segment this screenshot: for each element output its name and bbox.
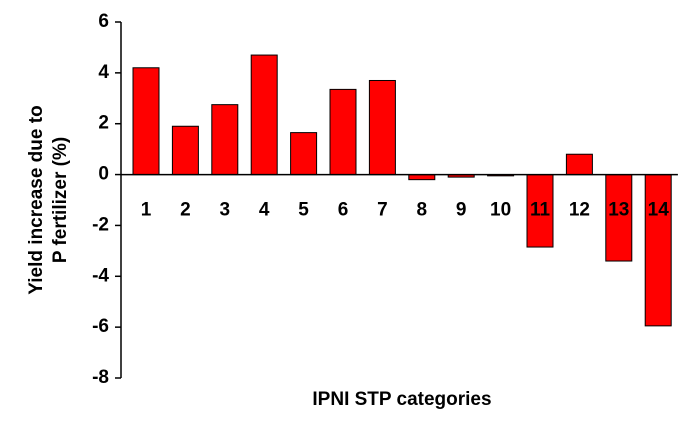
bar [644,174,672,327]
y-tick-label: -4 [92,265,109,286]
y-tick-label: -8 [92,367,109,388]
y-tick-label: 2 [98,113,109,134]
bar [132,67,160,176]
bar [290,132,318,176]
x-tick-label: 9 [456,200,467,221]
x-tick-label: 5 [298,200,309,221]
x-tick-label: 2 [180,200,191,221]
y-axis-title: Yield increase due to P fertilizer (%) [26,105,71,294]
bar [329,88,357,176]
x-tick-label: 12 [569,200,590,221]
y-axis-title-line: P fertilizer (%) [50,137,71,263]
bar [605,174,633,262]
bar [368,79,396,176]
x-tick-label: 14 [648,200,670,221]
x-tick-label: 13 [608,200,629,221]
x-tick-label: 1 [141,200,152,221]
bar [565,153,593,176]
y-tick-label: -2 [92,214,109,235]
x-tick-label: 7 [377,200,388,221]
bar [526,174,554,248]
bar [211,104,239,176]
x-axis-title: IPNI STP categories [312,389,491,410]
y-tick-label: 4 [98,62,109,83]
y-tick-label: 6 [98,11,109,32]
y-tick-label: -6 [92,316,109,337]
bar [408,174,436,181]
x-tick-label: 11 [530,200,551,221]
x-tick-label: 3 [220,200,231,221]
y-axis-title-line: Yield increase due to [26,105,47,294]
bar [250,54,278,176]
x-tick-label: 10 [490,200,511,221]
x-tick-label: 4 [259,200,270,221]
x-tick-label: 8 [417,200,428,221]
x-tick-label: 6 [338,200,349,221]
y-tick-label: 0 [98,164,109,185]
bar [171,125,199,176]
